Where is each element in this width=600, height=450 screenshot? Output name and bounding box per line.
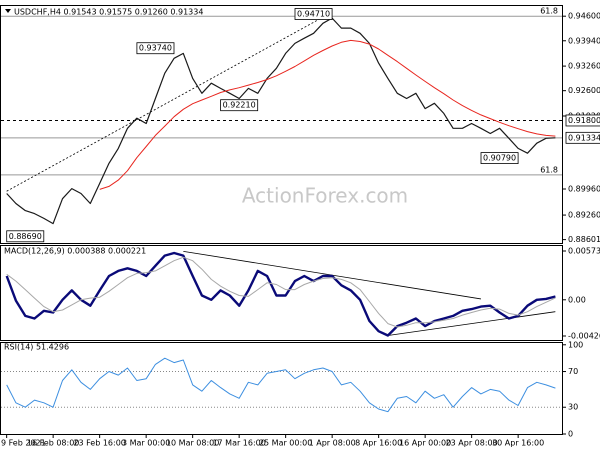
series-line xyxy=(5,251,556,337)
price-label: 0.91334 xyxy=(568,133,600,142)
price-note: 0.93740 xyxy=(139,44,172,53)
x-tick-label: 8 Apr 16:00 xyxy=(355,439,402,448)
x-tick-label: 10 Mar 08:00 xyxy=(166,439,219,448)
series-line xyxy=(6,357,556,413)
price-label-box xyxy=(565,114,600,127)
x-tick-label: 17 Mar 16:00 xyxy=(212,439,265,448)
price-panel xyxy=(0,5,563,244)
price-note: 0.88690 xyxy=(9,232,42,241)
price-note: 0.90790 xyxy=(483,154,516,163)
x-tick-label: 3 Mar 00:00 xyxy=(122,439,170,448)
panel-title: RSI(14) 51.4296 xyxy=(4,343,69,352)
price-note-box xyxy=(6,230,45,243)
price-note-box xyxy=(294,8,333,20)
x-tick-label: 16 Apr 00:00 xyxy=(399,439,451,448)
y-tick-label: 0.005739 xyxy=(568,247,600,256)
fib-label: 61.8 xyxy=(540,7,558,16)
price-note-box xyxy=(220,99,259,112)
x-tick-label: 23 Apr 08:00 xyxy=(446,439,498,448)
fib-label: 61.8 xyxy=(540,165,558,174)
y-tick-label: 0.92600 xyxy=(568,86,600,95)
price-note-box xyxy=(136,42,175,55)
y-tick-label: 0.93260 xyxy=(568,62,600,71)
trendline xyxy=(387,311,556,336)
x-tick-label: 30 Apr 16:00 xyxy=(492,439,544,448)
series-line xyxy=(6,17,556,225)
rsi-panel xyxy=(0,342,563,435)
price-label-box xyxy=(565,131,600,144)
x-tick-label: 9 Feb 2021 xyxy=(1,439,46,448)
series-line xyxy=(6,256,556,328)
x-tick-label: 25 Mar 00:00 xyxy=(259,439,312,448)
title-icon xyxy=(5,9,11,13)
price-note: 0.94710 xyxy=(297,10,330,19)
panel-title: USDCHF,H4 0.91543 0.91575 0.91260 0.9133… xyxy=(14,8,203,17)
y-tick-label: 70 xyxy=(568,367,578,376)
x-tick-label: 1 Apr 08:00 xyxy=(309,439,356,448)
price-label: 0.91800 xyxy=(568,116,600,125)
y-tick-label: 30 xyxy=(568,403,578,412)
price-note: 0.92210 xyxy=(223,101,256,110)
y-tick-label: 0.00 xyxy=(568,295,586,304)
y-tick-label: -0.004261 xyxy=(568,332,600,341)
watermark: ActionForex.com xyxy=(242,184,408,208)
y-tick-label: 100 xyxy=(568,340,583,349)
y-tick-label: 0 xyxy=(568,430,573,439)
panel-title: MACD(12,26,9) 0.000388 0.000221 xyxy=(4,247,146,256)
series-line xyxy=(99,39,556,190)
y-tick-label: 0.94600 xyxy=(568,12,600,21)
y-tick-label: 0.93940 xyxy=(568,36,600,45)
x-tick-label: 23 Feb 16:00 xyxy=(73,439,125,448)
y-tick-label: 0.88601 xyxy=(568,235,600,244)
macd-panel xyxy=(0,245,563,341)
y-tick-label: 0.89260 xyxy=(568,211,600,220)
price-note-box xyxy=(480,152,519,164)
y-tick-label: 0.89960 xyxy=(568,184,600,193)
trendline xyxy=(6,11,333,192)
x-tick-label: 16 Feb 08:00 xyxy=(27,439,79,448)
